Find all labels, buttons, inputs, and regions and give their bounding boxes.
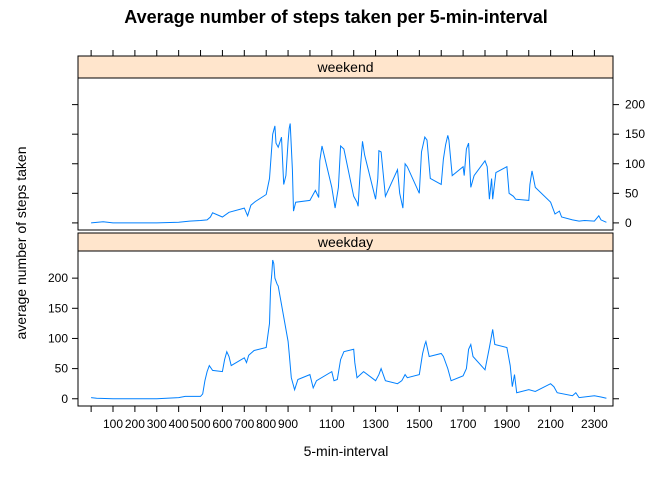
x-tick-label: 400 [169, 417, 189, 431]
series-line-weekday [91, 259, 607, 400]
panel-frame-weekday [77, 250, 614, 407]
y-tick-label: 0 [61, 392, 68, 406]
x-axis-title: 5-min-interval [304, 443, 389, 459]
x-tick-label: 1500 [406, 417, 433, 431]
plot-area: weekend050100150200weekday05010015020010… [48, 50, 645, 431]
x-tick-label: 600 [212, 417, 232, 431]
y-tick-label: 150 [48, 301, 68, 315]
panel-frame-weekend [77, 77, 614, 231]
strip-label-weekday: weekday [317, 234, 373, 250]
x-tick-label: 1100 [319, 417, 345, 431]
x-tick-label: 100 [103, 417, 123, 431]
x-tick-label: 500 [191, 417, 211, 431]
x-tick-label: 300 [147, 417, 167, 431]
x-tick-label: 2300 [581, 417, 608, 431]
x-tick-label: 1900 [494, 417, 521, 431]
chart-title: Average number of steps taken per 5-min-… [124, 7, 547, 27]
y-tick-label: 150 [625, 127, 645, 141]
x-tick-label: 900 [278, 417, 298, 431]
y-tick-label: 100 [625, 157, 645, 171]
x-tick-label: 200 [125, 417, 145, 431]
x-tick-label: 700 [234, 417, 254, 431]
x-tick-label: 800 [256, 417, 276, 431]
x-tick-label: 1300 [362, 417, 389, 431]
y-tick-label: 200 [625, 98, 645, 112]
y-axis-title: average number of steps taken [13, 146, 29, 339]
y-tick-label: 0 [625, 216, 632, 230]
y-tick-label: 50 [55, 362, 69, 376]
y-tick-label: 200 [48, 271, 68, 285]
x-tick-label: 2100 [537, 417, 564, 431]
strip-label-weekend: weekend [316, 59, 373, 75]
series-line-weekend [91, 123, 607, 224]
y-tick-label: 50 [625, 186, 639, 200]
y-tick-label: 100 [48, 331, 68, 345]
x-tick-label: 1700 [450, 417, 477, 431]
